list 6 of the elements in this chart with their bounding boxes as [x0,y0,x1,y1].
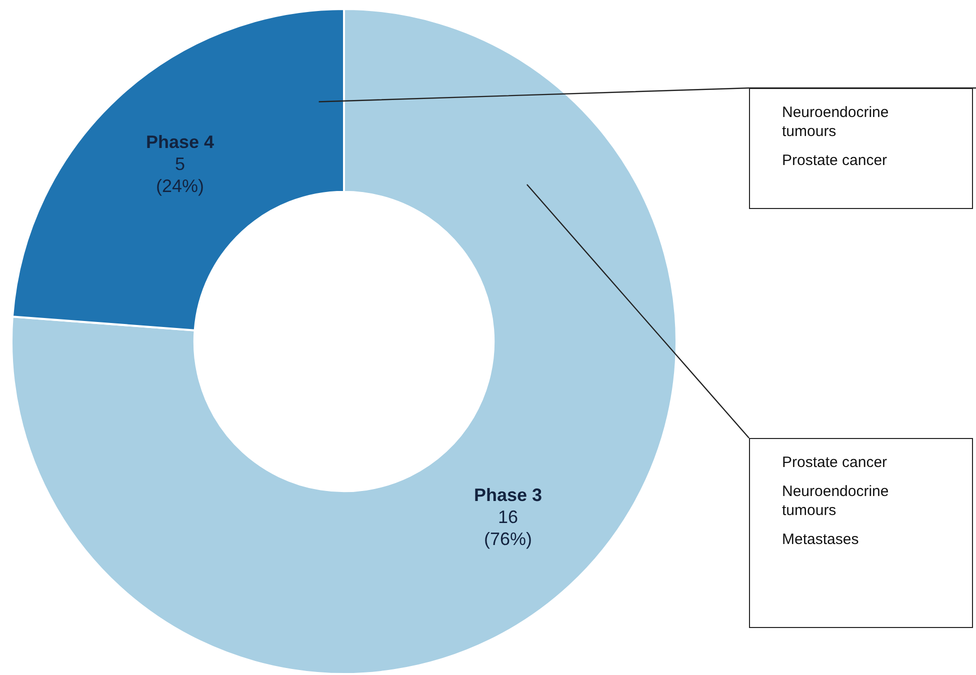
text: Prostate cancer Neuroendocrine tumours Metastases [782,454,889,548]
data-label: 16 (76%) [484,507,532,550]
slice-label: Phase 4 [146,132,214,152]
text: Neuroendocrine tumours Prostate cancer [782,104,889,169]
slice-label: Phase 3 [474,485,542,506]
data-label: 5 (24%) [156,154,204,196]
